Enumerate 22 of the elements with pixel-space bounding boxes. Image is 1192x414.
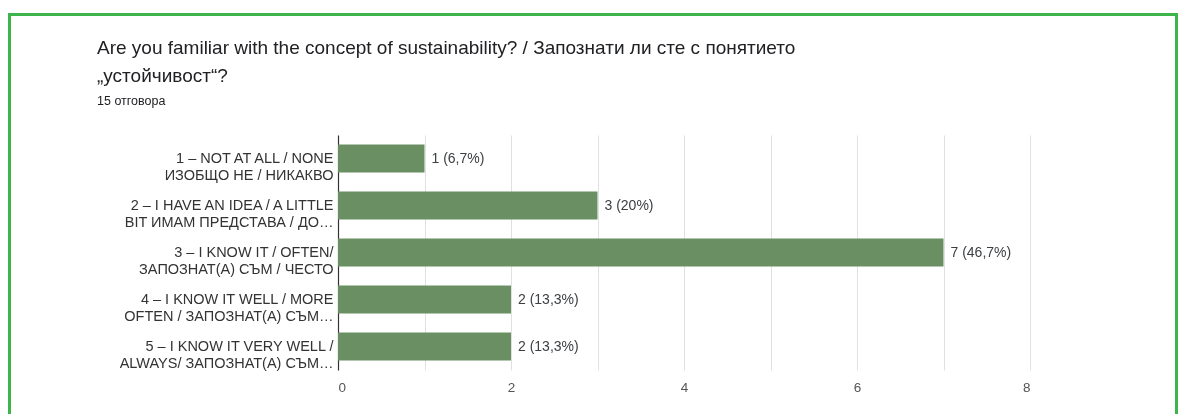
y-tick-label: 1 – NOT AT ALL / NONE ИЗОБЩО НЕ / НИКАКВО	[164, 149, 334, 183]
data-label: 2 (13,3%)	[518, 290, 579, 307]
bar	[338, 238, 944, 267]
y-tick-label: 3 – I KNOW IT / OFTEN/ ЗАПОЗНАТ(А) СЪМ / ЧЕСТО	[139, 243, 335, 277]
bar	[338, 332, 511, 361]
y-tick-label: 4 – I KNOW IT WELL / MORE OFTEN / ЗАПОЗНАТ(А) СЪМ…	[124, 290, 334, 324]
data-label: 2 (13,3%)	[518, 337, 579, 354]
data-label: 3 (20%)	[604, 196, 654, 213]
x-tick-label: 4	[680, 379, 689, 395]
data-label: 7 (46,7%)	[950, 243, 1012, 260]
text: 15 отговора	[97, 94, 166, 108]
x-tick-label: 8	[1022, 379, 1031, 395]
bar	[338, 285, 511, 314]
x-tick-label: 6	[853, 379, 862, 395]
y-tick-label: 2 – I HAVE AN IDEA / A LITTLE BIT ИМАМ ПРЕДСТАВА / ДО…	[124, 196, 334, 230]
chart-title: Are you familiar with the concept of sustainability? / Запознати ли сте с понятието „устойчивост“?	[97, 36, 797, 88]
bar	[338, 144, 425, 173]
bar	[338, 191, 598, 220]
x-tick-label: 0	[338, 379, 347, 395]
data-label: 1 (6,7%)	[431, 149, 485, 166]
x-tick-label: 2	[507, 379, 516, 395]
y-tick-label: 5 – I KNOW IT VERY WELL / ALWAYS/ ЗАПОЗНАТ(А) СЪМ…	[119, 337, 335, 371]
